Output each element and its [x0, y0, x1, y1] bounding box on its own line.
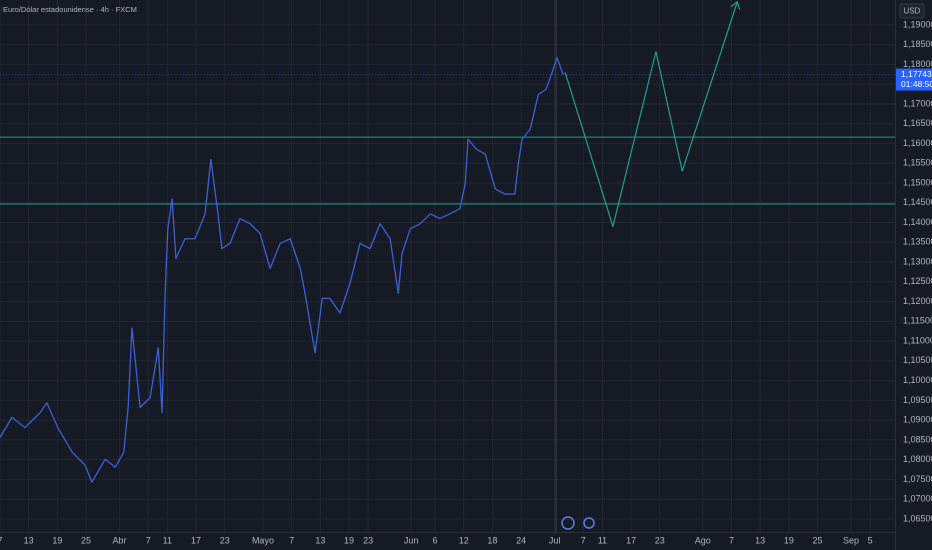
y-tick-label: 1,18000: [903, 59, 932, 69]
currency-box[interactable]: [899, 3, 925, 19]
y-tick-label: 1,17000: [903, 98, 932, 108]
x-tick-label: 13: [755, 535, 765, 545]
last-price-label: 1,17743: [901, 69, 932, 79]
x-tick-label: 11: [163, 535, 172, 545]
x-tick-label: Jun: [404, 535, 419, 545]
x-tick-label: 23: [363, 535, 373, 545]
y-tick-label: 1,10000: [903, 375, 932, 385]
chart-title: Euro/Dólar estadounidense · 4h · FXCM: [3, 5, 137, 14]
y-tick-label: 1,11500: [903, 316, 932, 326]
x-tick-label: 18: [487, 535, 497, 545]
x-tick-label: 19: [784, 535, 794, 545]
y-tick-label: 1,09500: [903, 395, 932, 405]
x-tick-label: 25: [81, 535, 91, 545]
last-price-tag: [896, 68, 932, 91]
y-tick-label: 1,15000: [903, 177, 932, 187]
y-tick-label: 1,09000: [903, 415, 932, 425]
y-tick-label: 1,14500: [903, 197, 932, 207]
event-icon[interactable]: [561, 516, 575, 530]
x-tick-label: 7: [729, 535, 734, 545]
x-tick-label: 23: [655, 535, 665, 545]
x-tick-label: 7: [289, 535, 294, 545]
y-tick-label: 1,16000: [903, 138, 932, 148]
x-tick-label: Sep: [843, 535, 859, 545]
y-tick-label: 1,08000: [903, 454, 932, 464]
countdown: 01:48:50: [901, 79, 932, 89]
y-tick-label: 1,16500: [903, 118, 932, 128]
x-tick-label: 6: [433, 535, 438, 545]
y-tick-label: 1,11000: [903, 335, 932, 345]
x-tick-label: 17: [626, 535, 636, 545]
x-tick-label: 11: [598, 535, 607, 545]
y-tick-label: 1,13000: [903, 256, 932, 266]
y-tick-label: 1,15500: [903, 158, 932, 168]
y-tick-label: 1,12000: [903, 296, 932, 306]
x-tick-label: 13: [315, 535, 325, 545]
y-tick-label: 1,07500: [903, 474, 932, 484]
x-tick-label: 7: [146, 535, 151, 545]
y-tick-label: 1,13500: [903, 237, 932, 247]
x-tick-label: 7: [0, 535, 3, 545]
x-tick-label: Abr: [113, 535, 127, 545]
x-tick-label: 17: [191, 535, 201, 545]
x-tick-label: 7: [581, 535, 586, 545]
x-tick-label: Jul: [549, 535, 561, 545]
y-tick-label: 1,08500: [903, 434, 932, 444]
y-tick-label: 1,10500: [903, 355, 932, 365]
y-tick-label: 1,18500: [903, 39, 932, 49]
projection-arrowhead: [730, 1, 741, 10]
y-tick-label: 1,07000: [903, 494, 932, 504]
x-tick-label: 24: [516, 535, 526, 545]
grid: [0, 0, 895, 532]
x-tick-label: 13: [24, 535, 34, 545]
x-tick-label: Ago: [695, 535, 711, 545]
y-tick-label: 1,19000: [903, 19, 932, 29]
x-tick-label: 25: [813, 535, 823, 545]
y-tick-label: 1,12500: [903, 276, 932, 286]
y-tick-label: 1,14000: [903, 217, 932, 227]
x-tick-label: 19: [344, 535, 354, 545]
x-tick-label: Mayo: [252, 535, 274, 545]
y-tick-label: 1,06500: [903, 513, 932, 523]
x-tick-label: 5: [868, 535, 873, 545]
x-tick-label: 12: [459, 535, 469, 545]
currency: USD: [904, 7, 921, 16]
projection-line: [564, 1, 738, 228]
x-tick-label: 19: [52, 535, 62, 545]
x-tick-label: 23: [220, 535, 230, 545]
event-icon[interactable]: [583, 517, 595, 529]
price-line: [0, 57, 564, 483]
